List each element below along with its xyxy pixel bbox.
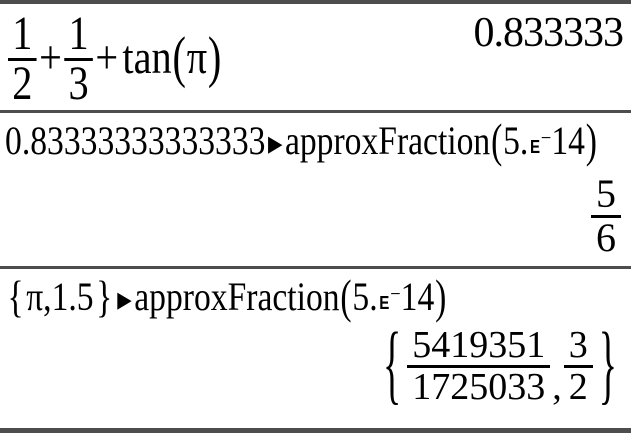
entry-3-input[interactable]: {π,1.5} ▶approxFraction(5.E−14): [0, 269, 530, 323]
plus-operator: +: [95, 31, 119, 84]
fraction-pi-approximation: 5419351 1725033: [407, 326, 551, 409]
plus-operator: +: [39, 31, 62, 84]
entry-2-result[interactable]: 5 6: [0, 174, 631, 260]
close-paren: ): [207, 25, 222, 90]
exponent-symbol: E: [529, 137, 541, 158]
fraction-numerator: 5: [591, 174, 621, 218]
fraction-one-half: 1 2: [8, 9, 37, 110]
function-name-tan: tan: [122, 31, 172, 84]
close-brace: }: [96, 271, 113, 322]
entry-1-result[interactable]: 0.833333: [473, 10, 624, 56]
fraction-numerator: 3: [563, 326, 593, 369]
fraction-denominator: 1725033: [412, 366, 546, 409]
negative-sign: −: [390, 280, 401, 306]
entry-divider: [0, 110, 631, 113]
fraction-numerator: 1: [64, 9, 93, 61]
tolerance-exponent: 14: [400, 274, 435, 319]
fraction-denominator: 6: [596, 215, 616, 260]
list-items: π,1.5: [26, 274, 94, 319]
tolerance-mantissa: 5.: [503, 118, 529, 163]
fraction-denominator: 3: [68, 57, 89, 110]
entry-1-input[interactable]: 1 2 + 1 3 + tan ( π ): [8, 4, 222, 110]
close-paren: ): [585, 113, 597, 168]
fraction-one-third: 1 3: [64, 9, 93, 110]
fraction-numerator: 1: [8, 9, 37, 61]
entry-divider: [0, 266, 631, 269]
function-name-approxfraction: approxFraction: [284, 118, 491, 163]
function-name-approxfraction: approxFraction: [134, 274, 340, 319]
fraction-denominator: 2: [12, 57, 33, 110]
list-separator: ,: [552, 366, 562, 409]
open-brace: {: [383, 315, 402, 415]
tolerance-exponent: 14: [551, 118, 585, 163]
history-entry-3[interactable]: {π,1.5} ▶approxFraction(5.E−14) { 5419351…: [0, 269, 631, 426]
open-brace: {: [7, 271, 24, 322]
history-entry-1[interactable]: 1 2 + 1 3 + tan ( π ) 0.833333: [0, 4, 631, 110]
fraction-numerator: 5419351: [407, 326, 551, 369]
fraction-three-halves: 3 2: [563, 326, 593, 409]
fraction-denominator: 2: [568, 366, 588, 409]
pi-argument: π: [186, 31, 208, 84]
fraction-five-sixths: 5 6: [591, 174, 621, 260]
negative-sign: −: [540, 124, 552, 150]
tolerance-mantissa: 5.: [352, 274, 378, 319]
open-paren: (: [172, 25, 186, 90]
history-entry-2[interactable]: 0.83333333333333 ▶approxFraction(5.E−14) …: [0, 113, 631, 266]
close-paren: ): [435, 269, 447, 324]
entry-3-result[interactable]: { 5419351 1725033 , 3 2 }: [0, 315, 631, 415]
store-convert-arrow-icon: ▶: [267, 130, 283, 157]
exponent-symbol: E: [379, 293, 390, 314]
entry-2-input[interactable]: 0.83333333333333 ▶approxFraction(5.E−14): [0, 113, 597, 167]
close-brace: }: [598, 315, 617, 415]
store-convert-arrow-icon: ▶: [117, 286, 132, 313]
open-paren: (: [491, 113, 503, 168]
decimal-value: 0.83333333333333: [5, 118, 266, 163]
open-paren: (: [340, 269, 352, 324]
